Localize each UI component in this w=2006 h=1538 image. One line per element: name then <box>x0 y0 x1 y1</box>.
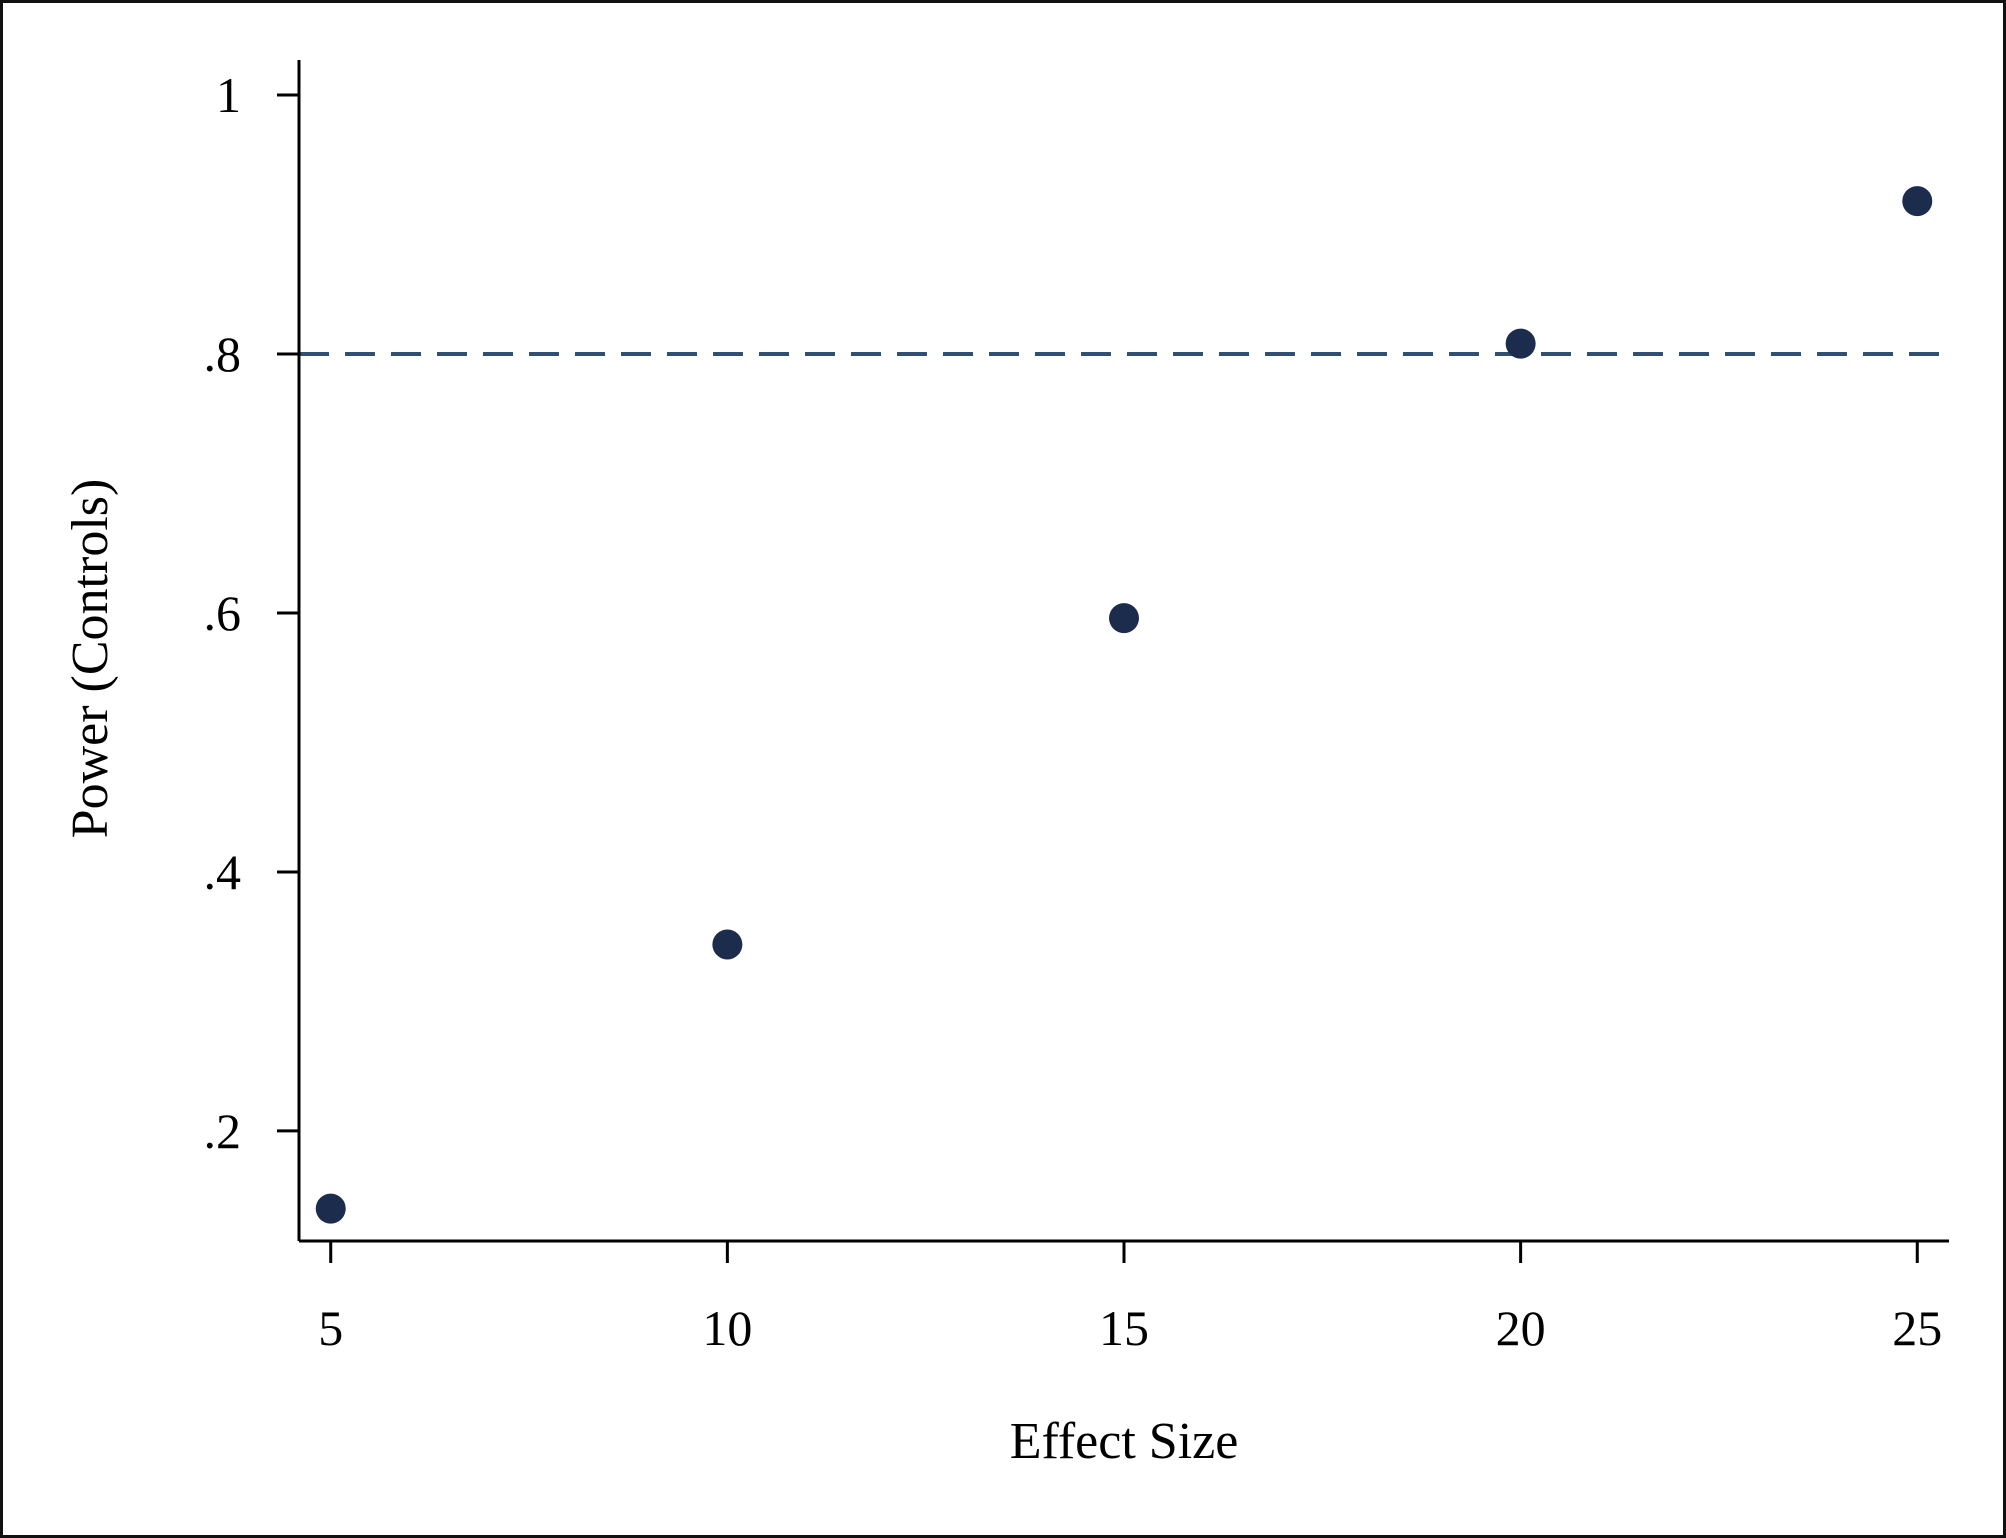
y-tick-label: .2 <box>204 1103 242 1159</box>
y-tick-label: .6 <box>204 585 242 641</box>
x-tick-label: 15 <box>1099 1300 1149 1356</box>
x-tick-label: 20 <box>1496 1300 1546 1356</box>
scatter-chart: 5 10 15 20 25 .2 .4 .6 .8 1 Effect Size Power (Co… <box>62 60 1949 1470</box>
y-tick-label: 1 <box>216 67 241 123</box>
data-point <box>1505 328 1536 359</box>
data-points-layer <box>315 186 1933 1224</box>
x-tick-label: 5 <box>318 1300 343 1356</box>
x-axis-title: Effect Size <box>1010 1413 1239 1470</box>
y-tick-label: .8 <box>204 326 242 382</box>
data-point <box>712 929 743 960</box>
x-tick-label: 10 <box>702 1300 752 1356</box>
data-point <box>1109 603 1139 634</box>
y-tick-label: .4 <box>204 844 242 900</box>
x-tick-label: 25 <box>1892 1300 1942 1356</box>
data-point <box>1902 186 1933 217</box>
y-axis-title: Power (Controls) <box>62 479 119 839</box>
data-point <box>315 1193 346 1224</box>
axes-layer: 5 10 15 20 25 .2 .4 .6 .8 1 <box>204 60 1949 1356</box>
